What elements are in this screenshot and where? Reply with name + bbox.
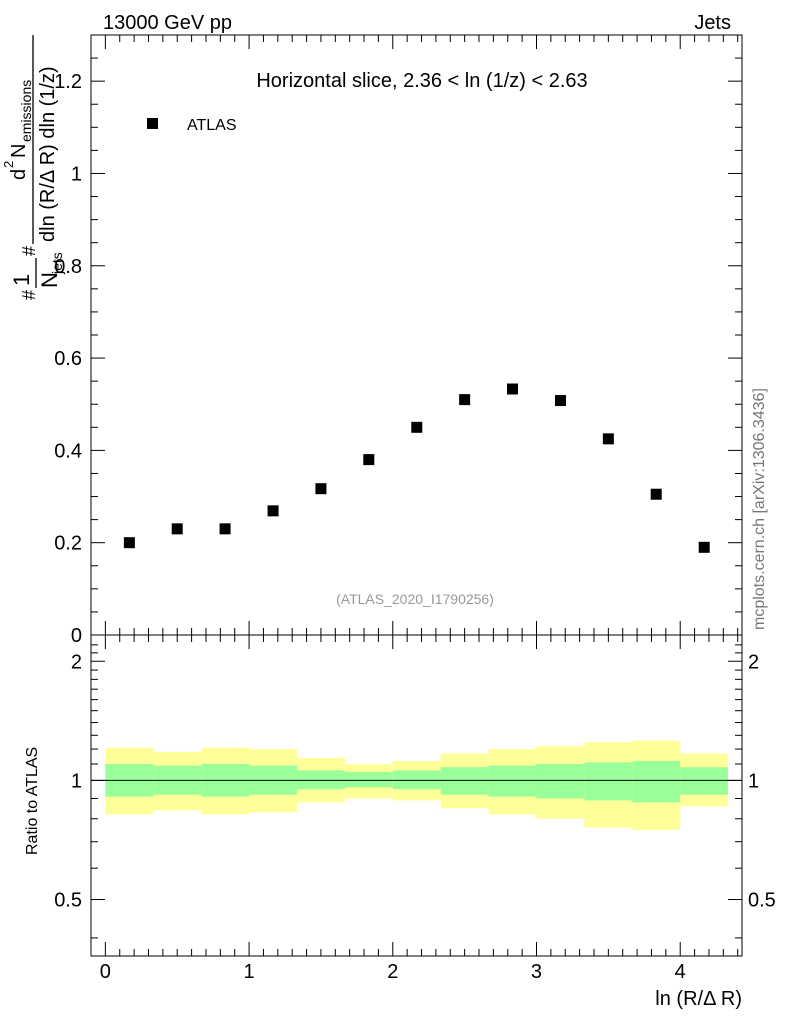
main-panel: 0 0.2 0.4 0.6 0.8 1 1.2 Horizontal slice, 2.36… (54, 34, 743, 647)
ratio-y-axis-label: Ratio to ATLAS (24, 747, 41, 855)
x-tick-label: 4 (675, 961, 686, 983)
x-axis-label: ln (R/Δ R) (655, 988, 742, 1010)
ratio-inner-band (488, 765, 537, 797)
legend-marker (147, 118, 158, 129)
ratio-y-tick-label: 1 (71, 770, 82, 792)
x-tick-label: 2 (387, 961, 398, 983)
ratio-inner-band (584, 762, 633, 801)
ratio-bands (105, 740, 729, 830)
main-y-tick-label: 0.2 (54, 533, 82, 555)
mcplots-side-label: mcplots.cern.ch [arXiv:1306.3436] (751, 388, 768, 630)
ylabel-num-right-sub: emissions (18, 80, 34, 142)
ratio-x-ticks: 0 1 2 3 4 (90, 635, 739, 983)
ratio-inner-band (392, 770, 441, 790)
x-tick-label: 1 (244, 961, 255, 983)
ylabel-den-right: dln (R/Δ R) dln (1/z) (37, 66, 59, 242)
data-point (123, 537, 135, 549)
data-point (650, 488, 662, 500)
main-y-tick-label: 1.2 (54, 71, 82, 93)
x-tick-label: 0 (100, 961, 111, 983)
ratio-inner-band (296, 770, 345, 790)
ratio-panel-frame (90, 634, 743, 957)
ylabel-num-right-main: N (8, 144, 30, 158)
ylabel-hash-right: # (19, 246, 39, 256)
data-point (459, 394, 471, 406)
plot-title: Horizontal slice, 2.36 < ln (1/z) < 2.63 (256, 70, 587, 92)
data-point (698, 541, 710, 553)
ratio-y-tick-label: 0.5 (54, 890, 82, 912)
ratio-y-tick-label-right: 2 (748, 651, 759, 673)
ratio-inner-band (536, 764, 585, 799)
ylabel-num-left: 1 (9, 274, 34, 286)
main-y-ticks: 0 0.2 0.4 0.6 0.8 1 1.2 (54, 34, 742, 647)
main-y-tick-label: 0.4 (54, 440, 82, 462)
data-point (554, 395, 566, 407)
main-y-tick-label: 1 (71, 163, 82, 185)
ylabel-num-right-sup: 2 (1, 161, 16, 168)
main-y-axis-label: # 1 N jets # d 2 N emissions dln (R/Δ R)… (1, 35, 65, 300)
ratio-y-tick-label: 2 (71, 651, 82, 673)
analysis-watermark: (ATLAS_2020_I1790256) (336, 591, 494, 607)
data-point (363, 454, 375, 466)
data-point (602, 433, 614, 445)
main-y-tick-label: 0.8 (54, 256, 82, 278)
header-energy-label: 13000 GeV pp (103, 12, 232, 34)
data-point (315, 483, 327, 495)
ylabel-den-left-sub: jets (49, 252, 65, 275)
ratio-y-ticks: 0.5 0.5 1 1 2 2 (54, 644, 776, 939)
ylabel-den-left: N (37, 272, 62, 288)
main-y-tick-label: 0 (71, 625, 82, 647)
ratio-y-tick-label-right: 1 (748, 770, 759, 792)
x-tick-label: 3 (531, 961, 542, 983)
main-y-tick-label: 0.6 (54, 348, 82, 370)
ratio-inner-band (344, 772, 393, 788)
data-point (171, 523, 183, 535)
data-point (267, 505, 279, 517)
main-x-ticks (90, 35, 739, 635)
data-point (506, 383, 518, 395)
ratio-inner-band (632, 760, 681, 803)
ylabel-hash-left: # (19, 290, 39, 300)
header-jets-label: Jets (694, 12, 731, 34)
ratio-y-tick-label-right: 0.5 (748, 890, 776, 912)
ylabel-num-right: d (8, 169, 30, 180)
ratio-panel: 0.5 0.5 1 1 2 2 0 1 2 3 4 Ratio to ATLAS ln (R/Δ … (24, 634, 776, 1010)
ratio-inner-band (440, 767, 489, 795)
data-point (219, 523, 231, 535)
ratio-inner-band (680, 767, 729, 795)
main-data-points (123, 383, 710, 553)
legend-label: ATLAS (187, 117, 237, 134)
data-point (411, 421, 423, 433)
